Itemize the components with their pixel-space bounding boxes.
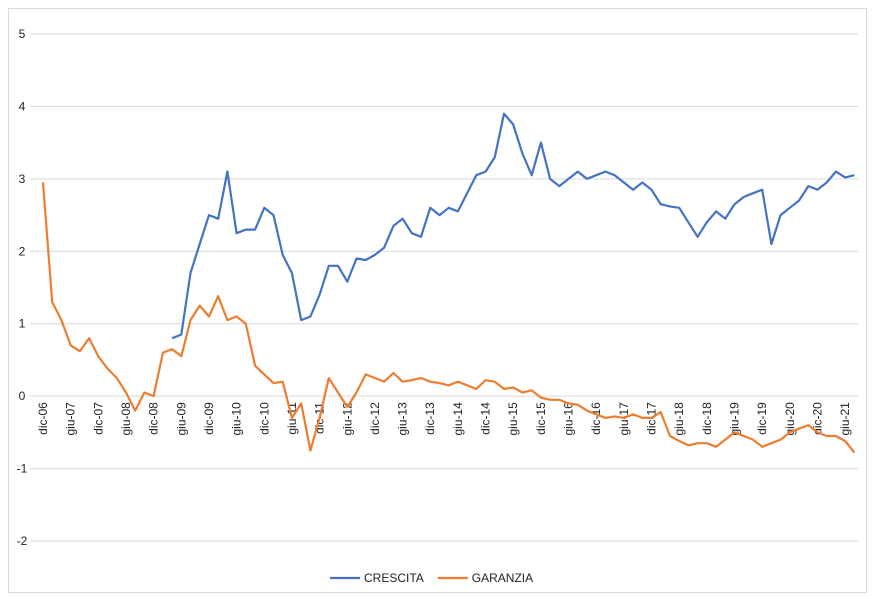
- legend-label: GARANZIA: [472, 571, 533, 585]
- x-tick-label: dic-16: [589, 402, 603, 435]
- x-tick-label: giu-13: [396, 402, 410, 436]
- y-tick-label: 0: [19, 389, 26, 403]
- legend-label: CRESCITA: [364, 571, 424, 585]
- x-tick-label: giu-14: [451, 402, 465, 436]
- x-tick-label: giu-12: [340, 402, 354, 436]
- y-tick-label: -1: [17, 462, 28, 476]
- x-tick-label: dic-07: [91, 402, 105, 435]
- y-tick-label: 1: [19, 317, 26, 331]
- x-tick-label: dic-19: [755, 402, 769, 435]
- series-line: [41, 182, 856, 454]
- x-tick-label: giu-08: [119, 402, 133, 436]
- y-tick-label: 3: [19, 172, 26, 186]
- x-tick-label: giu-09: [174, 402, 188, 436]
- x-tick-label: giu-10: [230, 402, 244, 436]
- y-tick-label: 5: [19, 27, 26, 41]
- x-tick-label: giu-15: [506, 402, 520, 436]
- y-tick-label: 2: [19, 244, 26, 258]
- x-tick-label: giu-19: [728, 402, 742, 436]
- x-tick-label: dic-08: [147, 402, 161, 435]
- x-tick-label: dic-18: [700, 402, 714, 435]
- x-tick-label: giu-21: [838, 402, 852, 436]
- chart-frame: [8, 8, 867, 593]
- x-tick-label: dic-06: [36, 402, 50, 435]
- x-tick-label: giu-16: [562, 402, 576, 436]
- y-tick-label: -2: [17, 534, 28, 548]
- x-tick-label: dic-13: [423, 402, 437, 435]
- x-tick-label: giu-20: [783, 402, 797, 436]
- x-tick-label: dic-10: [257, 402, 271, 435]
- x-tick-label: giu-18: [672, 402, 686, 436]
- x-tick-label: dic-14: [479, 402, 493, 435]
- x-tick-label: giu-07: [64, 402, 78, 436]
- series-line: [171, 112, 855, 340]
- x-tick-label: dic-15: [534, 402, 548, 435]
- x-tick-label: dic-12: [368, 402, 382, 435]
- x-tick-label: dic-09: [202, 402, 216, 435]
- y-tick-label: 4: [19, 99, 26, 113]
- x-tick-label: dic-20: [810, 402, 824, 435]
